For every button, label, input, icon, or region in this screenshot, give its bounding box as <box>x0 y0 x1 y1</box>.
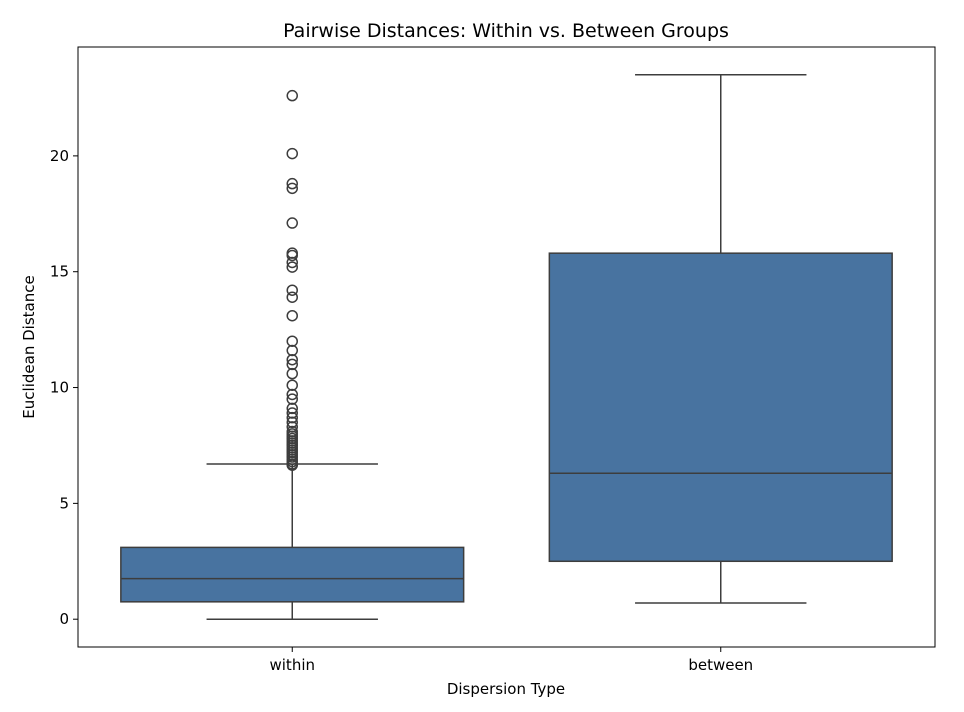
outlier-point <box>286 177 298 190</box>
y-tick-label: 5 <box>59 494 69 512</box>
box-between <box>548 74 893 604</box>
y-axis: 0 5 10 15 20 <box>50 147 78 628</box>
outlier-point <box>286 367 298 380</box>
outlier-point <box>286 309 298 322</box>
outlier-point <box>286 291 298 303</box>
y-tick-label: 15 <box>50 263 69 281</box>
boxes-group <box>120 74 893 620</box>
y-tick-label: 0 <box>59 610 69 628</box>
outlier-point <box>286 407 298 419</box>
y-tick-label: 10 <box>50 379 69 397</box>
outlier-point <box>286 284 298 296</box>
outlier-point <box>286 344 298 357</box>
chart-title: Pairwise Distances: Within vs. Between G… <box>283 20 729 42</box>
iqr-box <box>120 546 465 603</box>
outlier-point <box>286 249 298 262</box>
outlier-point <box>286 147 298 160</box>
outlier-point <box>286 261 298 273</box>
x-axis: within between <box>270 647 753 674</box>
outlier-point <box>286 379 298 391</box>
plot-area <box>77 46 936 648</box>
x-tick-label: within <box>270 656 316 674</box>
outlier-point <box>286 182 298 195</box>
outlier-point <box>286 358 298 371</box>
outlier-point <box>286 393 298 405</box>
iqr-box <box>548 252 893 563</box>
x-tick-label: between <box>688 656 753 674</box>
outlier-point <box>286 335 298 347</box>
outlier-point <box>286 217 298 229</box>
outlier-point <box>286 89 298 102</box>
y-tick-label: 20 <box>50 147 69 165</box>
outlier-point <box>286 247 298 259</box>
x-axis-label: Dispersion Type <box>447 680 565 698</box>
y-axis-label: Euclidean Distance <box>20 275 38 418</box>
box-within <box>120 89 465 620</box>
